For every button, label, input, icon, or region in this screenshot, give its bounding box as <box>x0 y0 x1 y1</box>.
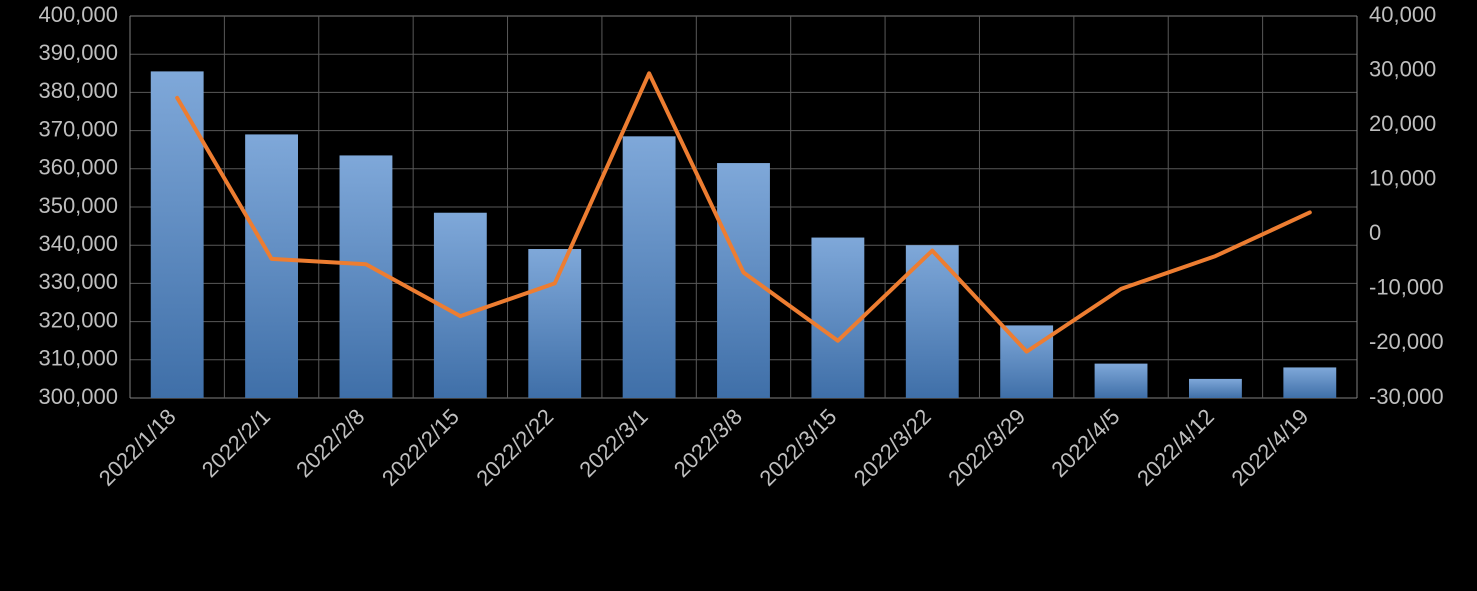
left-axis-tick-label: 350,000 <box>38 193 118 218</box>
bar <box>1095 364 1148 398</box>
bar <box>528 249 581 398</box>
left-axis-tick-label: 300,000 <box>38 384 118 409</box>
left-axis-tick-label: 340,000 <box>38 231 118 256</box>
right-axis-tick-label: -10,000 <box>1369 275 1444 300</box>
bar <box>1189 379 1242 398</box>
right-axis-tick-label: 10,000 <box>1369 166 1436 191</box>
bar <box>623 136 676 398</box>
left-axis-tick-label: 370,000 <box>38 116 118 141</box>
right-axis-tick-label: 30,000 <box>1369 56 1436 81</box>
bar <box>717 163 770 398</box>
right-axis-tick-label: -30,000 <box>1369 384 1444 409</box>
left-axis-tick-label: 310,000 <box>38 346 118 371</box>
left-axis-tick-label: 330,000 <box>38 269 118 294</box>
bar <box>811 238 864 398</box>
right-axis-tick-label: -20,000 <box>1369 329 1444 354</box>
left-axis-tick-label: 360,000 <box>38 155 118 180</box>
combo-chart: 300,000 310,000 320,000 330,000 340,000 350,0… <box>0 0 1477 591</box>
right-axis-tick-label: 0 <box>1369 220 1381 245</box>
bar <box>151 71 204 398</box>
bar <box>245 134 298 398</box>
left-axis-tick-label: 380,000 <box>38 78 118 103</box>
right-axis-tick-label: 20,000 <box>1369 111 1436 136</box>
right-axis-tick-label: 40,000 <box>1369 2 1436 27</box>
bar <box>1000 325 1053 398</box>
left-axis-tick-label: 320,000 <box>38 307 118 332</box>
bar <box>1283 367 1336 398</box>
left-axis-tick-label: 400,000 <box>38 2 118 27</box>
left-axis-tick-label: 390,000 <box>38 40 118 65</box>
